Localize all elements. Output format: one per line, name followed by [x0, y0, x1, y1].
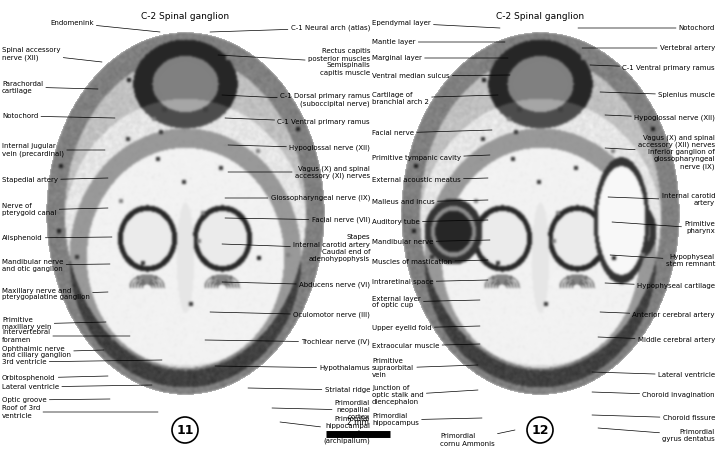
Text: Stapedial artery: Stapedial artery [2, 177, 108, 183]
Text: External layer
of optic cup: External layer of optic cup [372, 295, 480, 308]
Text: Hypothalamus: Hypothalamus [215, 365, 370, 371]
Text: Primitive
supraorbital
vein: Primitive supraorbital vein [372, 358, 478, 378]
Text: Primordial
hippocampal
cortex
(archipalium): Primordial hippocampal cortex (archipali… [280, 416, 370, 444]
Text: 3rd ventricle: 3rd ventricle [2, 359, 162, 365]
Text: Junction of
optic stalk and
diencephalon: Junction of optic stalk and diencephalon [372, 385, 478, 405]
Text: Primitive
pharynx: Primitive pharynx [612, 221, 715, 235]
Text: Maxillary nerve and
pterygopalatine ganglion: Maxillary nerve and pterygopalatine gang… [2, 287, 108, 300]
Text: Roof of 3rd
ventricle: Roof of 3rd ventricle [2, 405, 158, 419]
Text: Cartilage of
branchial arch 2: Cartilage of branchial arch 2 [372, 92, 498, 105]
Text: Choroid invagination: Choroid invagination [592, 392, 715, 398]
Text: Lateral ventricle: Lateral ventricle [592, 372, 715, 378]
Text: Middle cerebral artery: Middle cerebral artery [598, 337, 715, 343]
Text: Glossopharyngeal nerve (IX): Glossopharyngeal nerve (IX) [225, 195, 370, 201]
Text: C-1 Neural arch (atlas): C-1 Neural arch (atlas) [210, 25, 370, 32]
Text: 11: 11 [176, 423, 194, 437]
Text: Primordial
gyrus dentatus: Primordial gyrus dentatus [598, 428, 715, 442]
Text: C-1 Dorsal primary ramus
(suboccipital nerve): C-1 Dorsal primary ramus (suboccipital n… [222, 93, 370, 107]
Text: Notochord: Notochord [2, 113, 115, 119]
Text: Anterior cerebral artery: Anterior cerebral artery [600, 312, 715, 318]
Text: Splenius muscle: Splenius muscle [600, 92, 715, 98]
Text: Optic groove: Optic groove [2, 397, 110, 403]
Text: Internal jugular
vein (precardinal): Internal jugular vein (precardinal) [2, 143, 105, 157]
Text: Stapes
Internal carotid artery
Caudal end of
adenohypophysis: Stapes Internal carotid artery Caudal en… [222, 235, 370, 262]
Text: Mandibular nerve: Mandibular nerve [372, 239, 490, 245]
Text: Ependymal layer: Ependymal layer [372, 20, 500, 28]
Text: C-2 Spinal ganglion: C-2 Spinal ganglion [496, 12, 584, 21]
Text: Hypoglossal nerve (XII): Hypoglossal nerve (XII) [228, 145, 370, 151]
Text: Intraretinal space: Intraretinal space [372, 279, 488, 285]
Circle shape [172, 417, 198, 443]
Text: Striatal ridge: Striatal ridge [248, 387, 370, 393]
Text: Rectus capitis
posterior muscles
Semispinalis
capitis muscle: Rectus capitis posterior muscles Semispi… [218, 49, 370, 75]
Text: Marginal layer: Marginal layer [372, 55, 508, 61]
Text: Choroid fissure: Choroid fissure [592, 415, 715, 421]
Text: Lateral ventricle: Lateral ventricle [2, 384, 152, 390]
Text: Nerve of
pterygoid canal: Nerve of pterygoid canal [2, 203, 108, 216]
Text: Parachordal
cartilage: Parachordal cartilage [2, 80, 98, 93]
Text: Trochlear nerve (IV): Trochlear nerve (IV) [205, 339, 370, 345]
Text: Auditory tube: Auditory tube [372, 219, 488, 225]
Text: Extraocular muscle: Extraocular muscle [372, 343, 480, 349]
Text: Notochord: Notochord [578, 25, 715, 31]
Text: Mandibular nerve
and otic ganglion: Mandibular nerve and otic ganglion [2, 258, 110, 272]
Text: C-1 Ventral primary ramus: C-1 Ventral primary ramus [225, 118, 370, 125]
Text: Alisphenoid: Alisphenoid [2, 235, 112, 241]
Text: Facial nerve (VII): Facial nerve (VII) [225, 217, 370, 223]
Text: C-2 Spinal ganglion: C-2 Spinal ganglion [141, 12, 229, 21]
Text: Vagus (X) and spinal
accessory (XI) nerves: Vagus (X) and spinal accessory (XI) nerv… [228, 165, 370, 179]
Text: Vertebral artery: Vertebral artery [582, 45, 715, 51]
Text: 2 mm: 2 mm [347, 418, 369, 427]
Text: C-1 Ventral primary ramus: C-1 Ventral primary ramus [590, 65, 715, 71]
Text: Hypoglossal nerve (XII): Hypoglossal nerve (XII) [605, 115, 715, 121]
Text: Primordial
cornu Ammonis: Primordial cornu Ammonis [440, 430, 515, 446]
Text: Hypophyseal cartilage: Hypophyseal cartilage [605, 283, 715, 289]
Text: Primordial
neopallial
cortex: Primordial neopallial cortex [272, 400, 370, 420]
Text: Mantle layer: Mantle layer [372, 39, 505, 45]
Text: Upper eyelid fold: Upper eyelid fold [372, 325, 480, 331]
Text: Oculomotor nerve (III): Oculomotor nerve (III) [210, 312, 370, 318]
Text: Orbitosphenoid: Orbitosphenoid [2, 375, 108, 381]
Text: Primitive
maxillary vein: Primitive maxillary vein [2, 318, 106, 331]
Text: Ophthalmic nerve
and ciliary ganglion: Ophthalmic nerve and ciliary ganglion [2, 345, 104, 359]
Text: Abducens nerve (VI): Abducens nerve (VI) [222, 282, 370, 288]
Text: Ventral median sulcus: Ventral median sulcus [372, 73, 510, 79]
Circle shape [527, 417, 553, 443]
Text: Internal carotid
artery: Internal carotid artery [608, 193, 715, 207]
Text: Vagus (X) and spinal
accessory (XII) nerves
Inferior ganglion of
glossopharyngea: Vagus (X) and spinal accessory (XII) ner… [605, 134, 715, 170]
Text: Primordial
hippocampus: Primordial hippocampus [372, 414, 482, 427]
Text: Muscles of mastication: Muscles of mastication [372, 259, 488, 265]
Text: Intervertebral
foramen: Intervertebral foramen [2, 330, 130, 342]
Text: External acoustic meatus: External acoustic meatus [372, 177, 488, 183]
Text: Facial nerve: Facial nerve [372, 130, 492, 136]
Text: 12: 12 [531, 423, 549, 437]
Text: Hypophyseal
stem remnant: Hypophyseal stem remnant [610, 253, 715, 267]
Text: Spinal accessory
nerve (XII): Spinal accessory nerve (XII) [2, 47, 102, 62]
Text: Primitive tympanic cavity: Primitive tympanic cavity [372, 155, 490, 161]
Text: Malleus and incus: Malleus and incus [372, 199, 488, 205]
Text: Endomenink: Endomenink [50, 20, 160, 32]
